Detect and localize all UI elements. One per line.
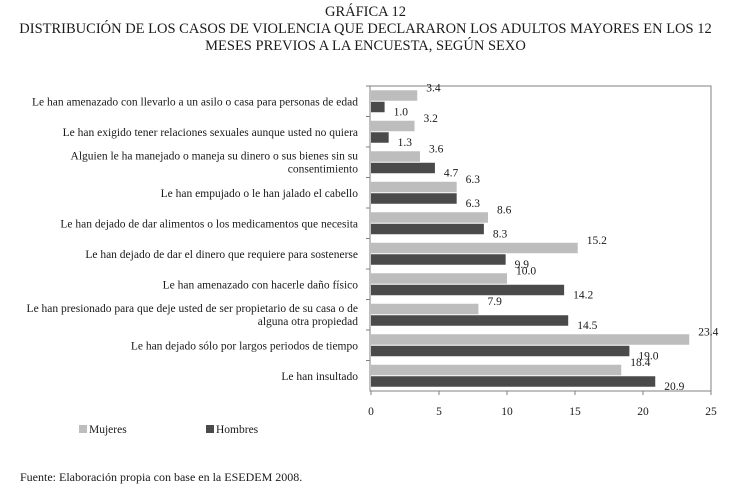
value-label-hombres: 6.3 <box>466 198 481 210</box>
category-label: Le han amenazado con hacerle daño físico <box>163 279 359 291</box>
bar-hombres <box>371 254 506 265</box>
category-label: Le han amenazado con llevarlo a un asilo… <box>32 96 358 108</box>
value-label-hombres: 4.7 <box>444 167 459 179</box>
category-label: Le han presionado para que deje usted de… <box>27 303 359 328</box>
bar-mujeres <box>371 151 420 162</box>
category-label: Le han exigido tener relaciones sexuales… <box>63 127 358 139</box>
chart-title-line-3: MESES PREVIOS A LA ENCUESTA, SEGÚN SEXO <box>205 38 526 54</box>
bar-mujeres <box>371 181 457 193</box>
value-label-hombres: 1.3 <box>398 137 413 149</box>
value-label-hombres: 14.5 <box>577 320 597 332</box>
category-label: Le han empujado o le han jalado el cabel… <box>161 188 359 200</box>
x-tick-label: 20 <box>637 406 649 418</box>
bar-hombres <box>371 284 565 296</box>
bar-mujeres <box>371 334 690 345</box>
value-label-mujeres: 3.4 <box>426 82 441 94</box>
bar-hombres <box>371 162 435 174</box>
category-label: Le han dejado sólo por largos periodos d… <box>131 340 358 352</box>
value-label-mujeres: 23.4 <box>698 326 718 338</box>
value-label-hombres: 14.2 <box>573 289 593 301</box>
value-label-mujeres: 18.4 <box>630 357 650 369</box>
value-label-mujeres: 3.6 <box>429 143 444 155</box>
value-label-mujeres: 6.3 <box>466 174 481 186</box>
value-label-mujeres: 10.0 <box>516 265 536 277</box>
chart-title-line-2: DISTRIBUCIÓN DE LOS CASOS DE VIOLENCIA Q… <box>19 21 712 37</box>
value-label-hombres: 19.0 <box>638 350 658 362</box>
bar-hombres <box>371 193 457 204</box>
category-label: Le han dejado de dar alimentos o los med… <box>60 218 358 230</box>
bar-hombres <box>371 315 569 326</box>
legend-swatch-hombres <box>206 425 214 433</box>
category-label: Alguien le ha manejado o maneja su diner… <box>71 150 359 175</box>
category-label: Le han insultado <box>281 371 358 383</box>
value-label-mujeres: 15.2 <box>587 235 607 247</box>
x-tick-label: 0 <box>368 406 374 418</box>
bar-mujeres <box>371 242 578 254</box>
bar-hombres <box>371 376 656 387</box>
bar-hombres <box>371 132 389 143</box>
value-label-mujeres: 3.2 <box>424 113 439 125</box>
value-label-hombres: 8.3 <box>493 228 508 240</box>
bar-mujeres <box>371 303 479 315</box>
value-label-hombres: 20.9 <box>664 381 684 393</box>
x-tick-label: 5 <box>436 406 442 418</box>
category-label: Le han dejado de dar el dinero que requi… <box>85 249 358 261</box>
bar-hombres <box>371 345 630 357</box>
legend-label-hombres: Hombres <box>216 424 259 436</box>
x-tick-label: 15 <box>569 406 581 418</box>
bar-mujeres <box>371 212 488 223</box>
chart-title-line-1: GRÁFICA 12 <box>325 4 406 20</box>
legend-swatch-mujeres <box>79 425 87 433</box>
bar-hombres <box>371 223 484 235</box>
x-tick-label: 25 <box>705 406 717 418</box>
value-label-hombres: 1.0 <box>394 106 409 118</box>
value-label-mujeres: 8.6 <box>497 204 512 216</box>
bar-mujeres <box>371 364 622 376</box>
bar-mujeres <box>371 90 418 101</box>
legend-label-mujeres: Mujeres <box>89 424 127 436</box>
value-label-hombres: 9.9 <box>515 259 530 271</box>
value-label-mujeres: 7.9 <box>487 296 502 308</box>
plot-frame <box>369 85 712 392</box>
bar-mujeres <box>371 273 507 284</box>
bar-hombres <box>371 101 385 113</box>
x-tick-label: 10 <box>501 406 513 418</box>
bar-mujeres <box>371 120 415 132</box>
source-note: Fuente: Elaboración propia con base en l… <box>20 470 303 484</box>
